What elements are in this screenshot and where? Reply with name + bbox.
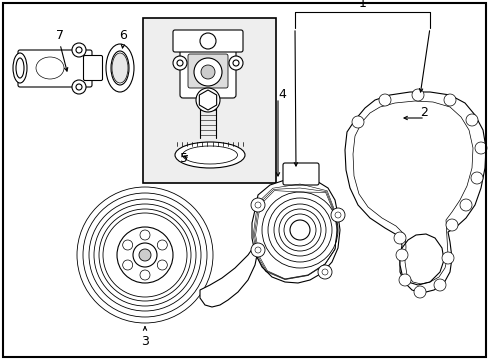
Circle shape	[76, 47, 82, 53]
Text: 2: 2	[419, 105, 427, 118]
FancyBboxPatch shape	[18, 50, 92, 87]
Ellipse shape	[16, 58, 24, 78]
Text: 3: 3	[141, 335, 149, 348]
Circle shape	[378, 94, 390, 106]
FancyBboxPatch shape	[283, 163, 318, 185]
Circle shape	[140, 230, 150, 240]
Circle shape	[395, 249, 407, 261]
Circle shape	[334, 212, 340, 218]
Circle shape	[393, 232, 405, 244]
Circle shape	[351, 116, 363, 128]
FancyBboxPatch shape	[83, 55, 102, 81]
Circle shape	[330, 208, 345, 222]
Circle shape	[470, 172, 482, 184]
Circle shape	[200, 33, 216, 49]
Bar	[142, 18, 275, 183]
Text: 7: 7	[56, 29, 64, 42]
Ellipse shape	[106, 44, 134, 92]
FancyBboxPatch shape	[173, 30, 243, 52]
Ellipse shape	[175, 142, 244, 168]
Circle shape	[445, 219, 457, 231]
Circle shape	[254, 202, 261, 208]
Ellipse shape	[13, 53, 27, 83]
Circle shape	[459, 199, 471, 211]
Text: 4: 4	[278, 89, 285, 102]
Circle shape	[122, 240, 132, 250]
Ellipse shape	[36, 57, 64, 79]
Circle shape	[321, 269, 327, 275]
Polygon shape	[251, 178, 339, 283]
Circle shape	[289, 220, 309, 240]
Circle shape	[250, 243, 264, 257]
Polygon shape	[200, 245, 258, 307]
Circle shape	[133, 243, 157, 267]
Circle shape	[139, 249, 151, 261]
Circle shape	[443, 94, 455, 106]
Polygon shape	[345, 92, 485, 293]
Polygon shape	[199, 90, 216, 110]
Circle shape	[411, 89, 423, 101]
Circle shape	[157, 260, 167, 270]
Circle shape	[117, 227, 173, 283]
Circle shape	[196, 88, 220, 112]
Circle shape	[201, 65, 215, 79]
Ellipse shape	[111, 51, 129, 85]
Circle shape	[232, 60, 239, 66]
Circle shape	[413, 286, 425, 298]
FancyBboxPatch shape	[180, 32, 236, 98]
Text: 5: 5	[180, 152, 187, 165]
Circle shape	[72, 43, 86, 57]
Circle shape	[173, 56, 186, 70]
Circle shape	[254, 247, 261, 253]
Circle shape	[317, 265, 331, 279]
Circle shape	[250, 198, 264, 212]
Circle shape	[398, 274, 410, 286]
Text: 1: 1	[358, 0, 366, 10]
Circle shape	[157, 240, 167, 250]
Text: 6: 6	[119, 29, 127, 42]
Circle shape	[76, 84, 82, 90]
Circle shape	[140, 270, 150, 280]
Circle shape	[228, 56, 243, 70]
Circle shape	[433, 279, 445, 291]
Circle shape	[474, 142, 486, 154]
Ellipse shape	[112, 53, 128, 83]
Polygon shape	[399, 234, 443, 285]
Circle shape	[465, 114, 477, 126]
Circle shape	[177, 60, 183, 66]
Ellipse shape	[182, 146, 237, 164]
Circle shape	[194, 58, 222, 86]
Circle shape	[441, 252, 453, 264]
Circle shape	[72, 80, 86, 94]
FancyBboxPatch shape	[187, 54, 227, 88]
Circle shape	[122, 260, 132, 270]
Polygon shape	[20, 52, 90, 85]
